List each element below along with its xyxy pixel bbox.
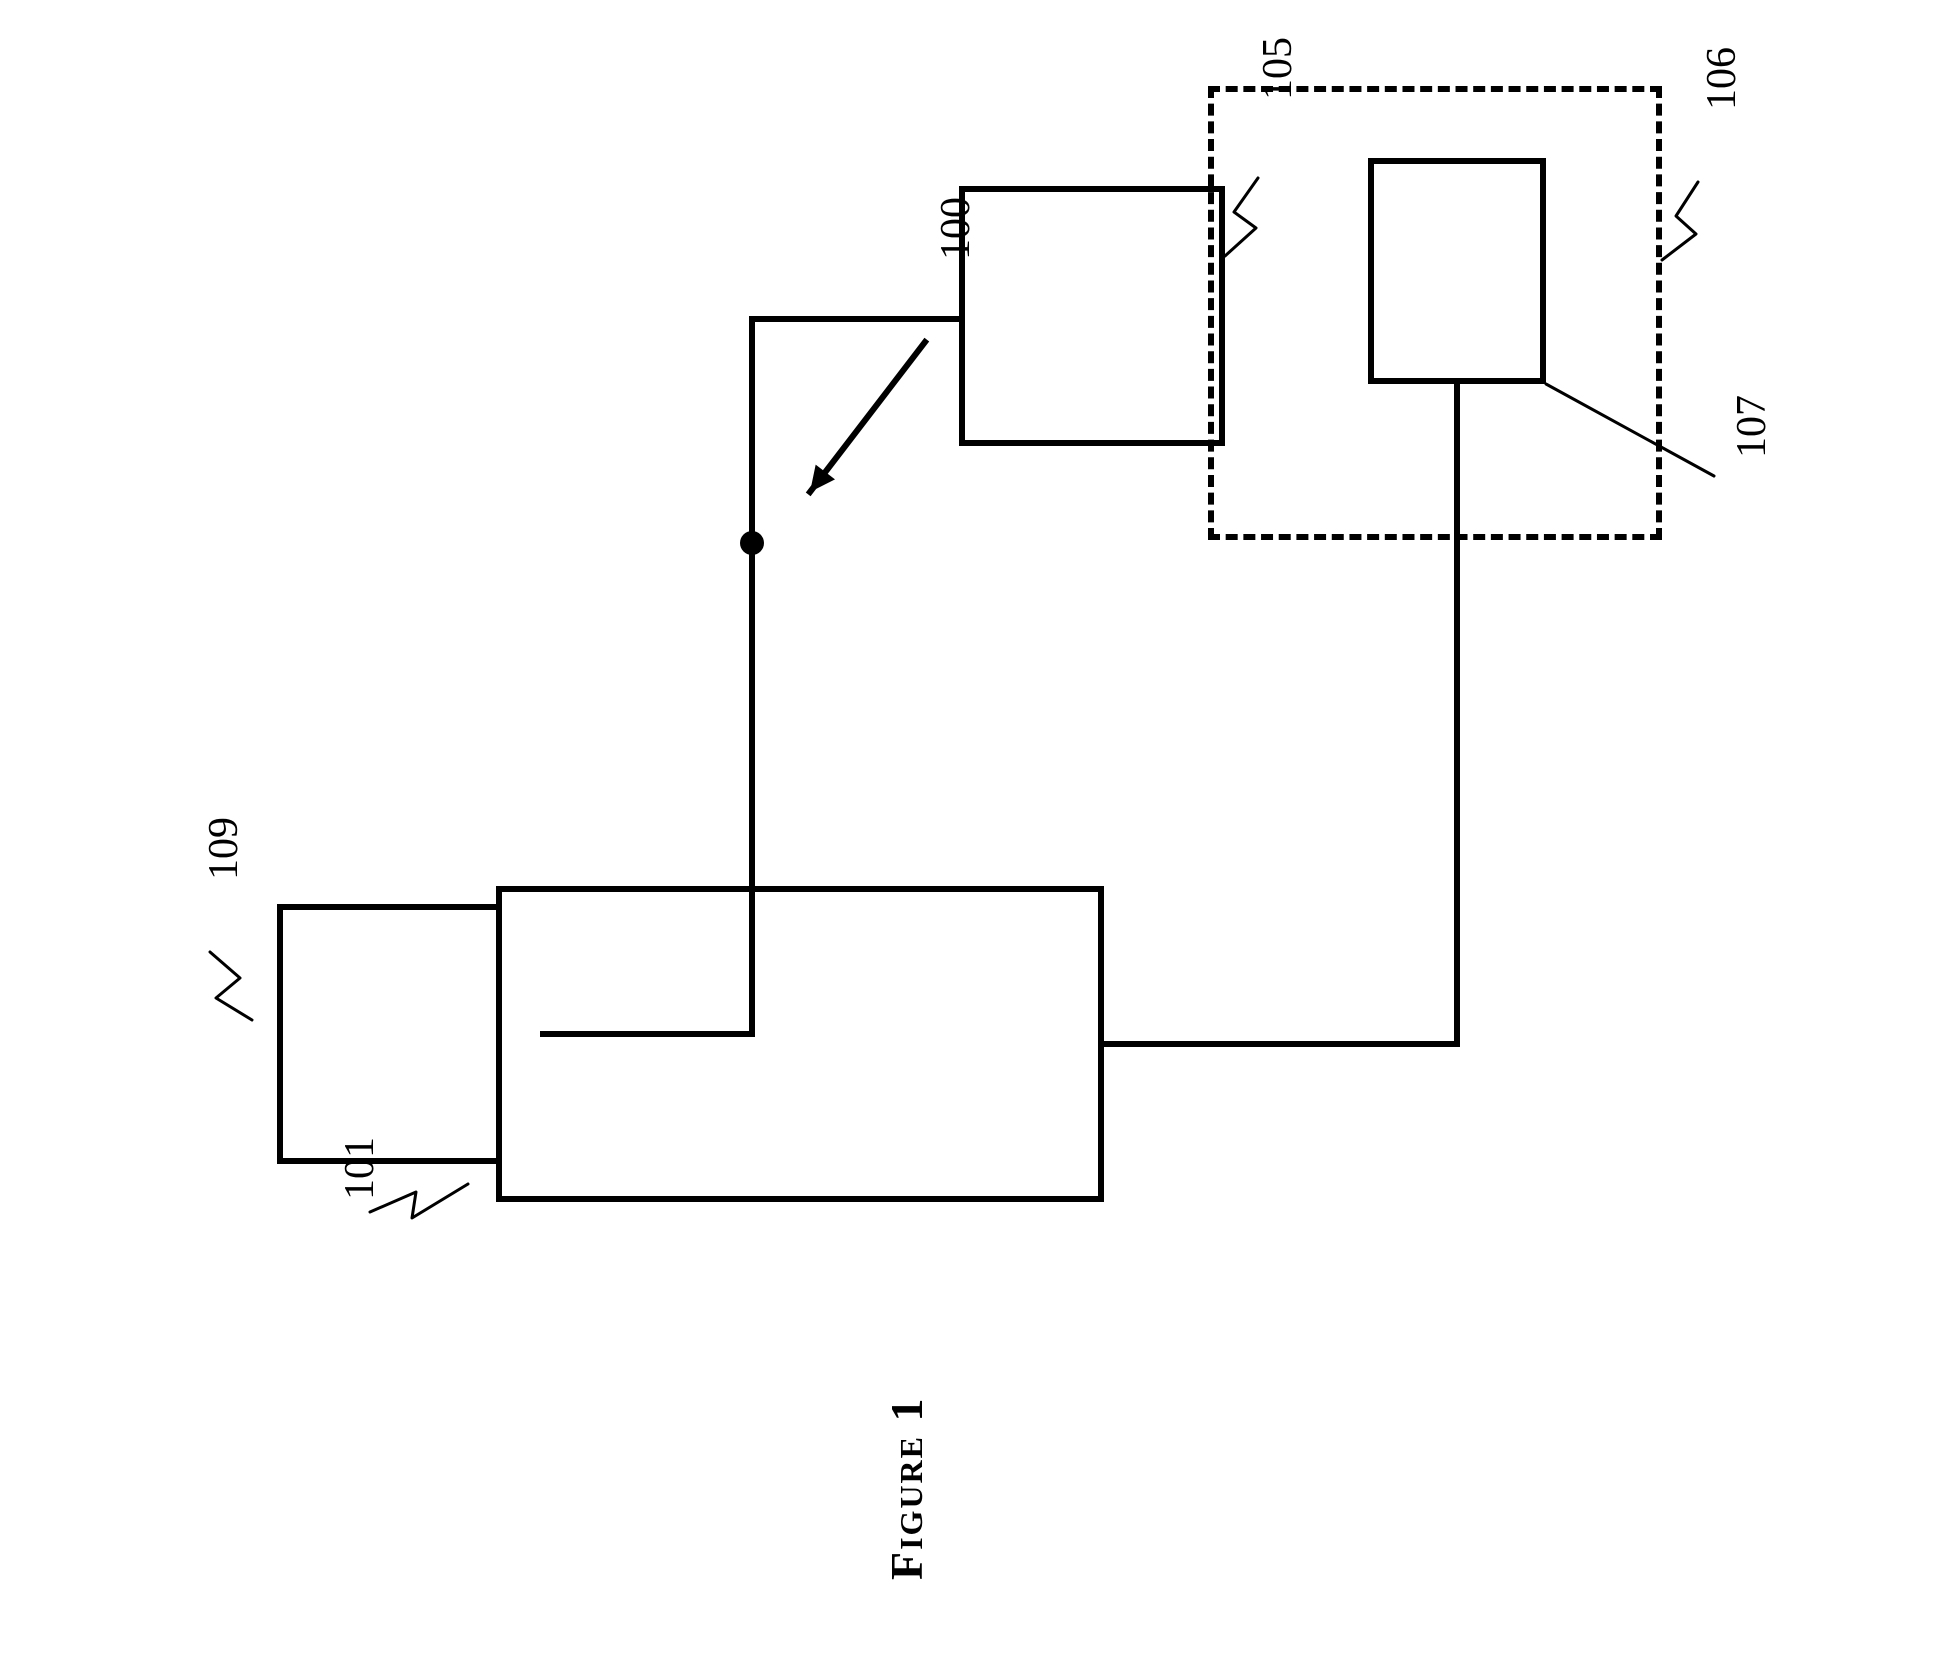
figure-caption: Figure 1 — [880, 1396, 933, 1580]
refnum-107: 107 — [1728, 395, 1776, 458]
refnum-109: 109 — [200, 817, 248, 880]
refnum-101: 101 — [336, 1137, 384, 1200]
refnum-100: 100 — [932, 197, 980, 260]
figure-1-diagram: 100 105 109 101 106 107 Figure 1 — [0, 0, 1954, 1653]
refnum-105: 105 — [1254, 37, 1302, 100]
refnum-106: 106 — [1698, 47, 1746, 110]
